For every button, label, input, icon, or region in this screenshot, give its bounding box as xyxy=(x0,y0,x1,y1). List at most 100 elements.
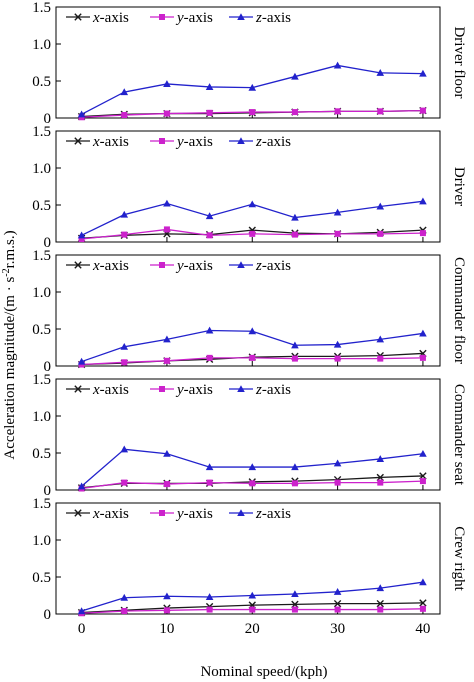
legend-marker xyxy=(74,385,82,393)
y-tick-label: 0 xyxy=(44,235,52,251)
data-point xyxy=(121,608,128,615)
panel-frame xyxy=(55,502,441,615)
legend-label: y-axis xyxy=(175,506,213,522)
data-point xyxy=(120,445,129,453)
data-point xyxy=(334,108,341,115)
y-tick-label: 0 xyxy=(44,359,52,375)
legend-marker xyxy=(159,138,165,144)
data-point xyxy=(333,459,342,467)
series-square xyxy=(78,226,426,243)
data-point xyxy=(376,202,385,210)
data-point xyxy=(376,599,384,608)
panel-frame xyxy=(55,130,441,243)
legend-label-var: z xyxy=(255,382,262,398)
data-point xyxy=(249,109,256,116)
data-point xyxy=(120,342,129,350)
legend-marker xyxy=(159,262,165,268)
legend-label-var: x xyxy=(92,258,100,274)
legend-label-rest: -axis xyxy=(100,10,129,26)
x-tick-label: 0 xyxy=(78,621,86,637)
data-point xyxy=(249,230,256,237)
data-point xyxy=(377,606,384,613)
data-point xyxy=(291,590,299,598)
data-point xyxy=(419,230,426,237)
data-point xyxy=(163,449,171,457)
legend-label-var: z xyxy=(255,10,262,26)
legend-label: z-axis xyxy=(255,382,291,398)
y-tick-label: 1.5 xyxy=(32,496,51,512)
legend-marker xyxy=(159,386,165,392)
data-point xyxy=(333,588,342,595)
legend-marker xyxy=(237,13,245,21)
legend-label: y-axis xyxy=(175,382,213,398)
legend-marker xyxy=(159,510,165,516)
legend-label-var: z xyxy=(255,506,262,522)
y-tick-label: 1.0 xyxy=(32,533,51,549)
data-point xyxy=(205,83,214,90)
data-point xyxy=(291,355,298,362)
legend-label: x-axis xyxy=(92,506,129,522)
x-tick-label: 40 xyxy=(415,621,430,637)
legend-entry: x-axis xyxy=(66,506,129,522)
legend-label: y-axis xyxy=(175,258,213,274)
legend-entry: x-axis xyxy=(66,382,129,398)
legend-marker xyxy=(159,14,165,20)
legend-label: z-axis xyxy=(255,10,291,26)
data-point xyxy=(121,112,128,119)
data-point xyxy=(419,605,426,612)
data-point xyxy=(248,327,257,335)
data-point xyxy=(120,210,129,218)
data-point xyxy=(163,481,170,488)
y-axis-title-superscript: -2 xyxy=(1,268,12,276)
data-point xyxy=(249,606,256,613)
legend-marker xyxy=(74,509,82,517)
y-tick-label: 1.5 xyxy=(32,248,51,264)
legend-label: y-axis xyxy=(175,134,213,150)
legend-label-var: x xyxy=(92,134,100,150)
legend-entry: x-axis xyxy=(66,134,129,150)
data-point xyxy=(249,480,256,487)
legend-marker xyxy=(74,13,82,21)
y-tick-label: 0 xyxy=(44,607,52,623)
data-point xyxy=(249,354,256,361)
data-point xyxy=(248,463,257,471)
y-tick-label: 0.5 xyxy=(32,570,51,586)
legend-label: x-axis xyxy=(92,258,129,274)
legend-label-var: y xyxy=(175,382,184,398)
data-point xyxy=(419,329,427,337)
data-point xyxy=(163,80,171,87)
y-tick-label: 1.5 xyxy=(32,124,51,140)
legend-entry: y-axis xyxy=(150,10,213,26)
legend-entry: z-axis xyxy=(229,134,291,150)
data-point xyxy=(206,354,213,361)
legend-label: z-axis xyxy=(255,258,291,274)
series-square xyxy=(78,605,426,617)
data-point xyxy=(205,593,214,601)
data-point xyxy=(77,482,86,490)
legend-marker xyxy=(237,385,245,393)
legend-entry: y-axis xyxy=(150,506,213,522)
data-point xyxy=(376,335,385,343)
legend-label-var: x xyxy=(92,10,100,26)
legend-marker xyxy=(74,137,82,145)
legend-label-var: x xyxy=(92,382,100,398)
panel-3: 00.51.01.5x-axis y-axis z-axis Commander fl… xyxy=(32,248,467,375)
data-point xyxy=(376,69,385,76)
legend-marker xyxy=(237,509,245,517)
panel-label: Commander floor xyxy=(451,257,467,364)
x-tick-label: 30 xyxy=(330,621,345,637)
data-point xyxy=(206,232,213,239)
y-tick-label: 1.0 xyxy=(32,409,51,425)
legend-entry: y-axis xyxy=(150,134,213,150)
data-point xyxy=(291,600,299,609)
y-tick-label: 1.0 xyxy=(32,285,51,301)
legend-label-rest: -axis xyxy=(184,382,213,398)
data-point xyxy=(333,208,342,216)
legend-label: x-axis xyxy=(92,10,129,26)
data-point xyxy=(419,472,427,480)
legend-entry: x-axis xyxy=(66,258,129,274)
data-point xyxy=(205,326,214,334)
data-point xyxy=(377,355,384,362)
data-point xyxy=(377,230,384,237)
